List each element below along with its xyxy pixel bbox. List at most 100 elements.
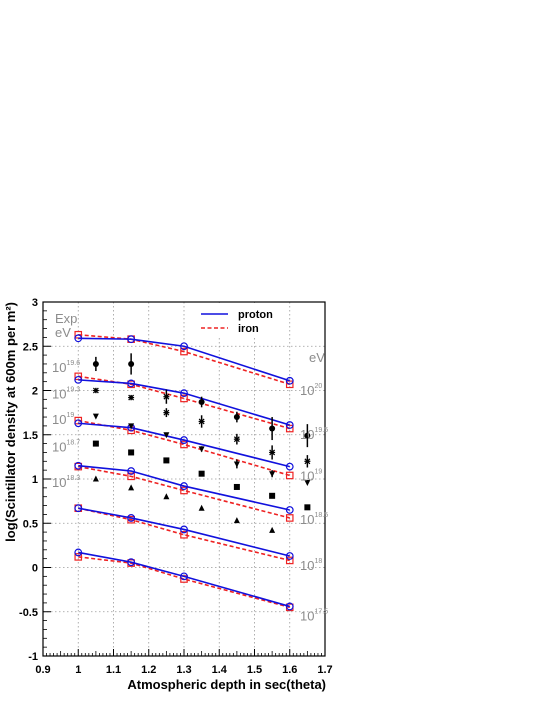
exp-point-triangle-up	[233, 517, 240, 524]
proton-curve-line	[78, 422, 290, 468]
x-tick-label: 1	[75, 664, 81, 676]
sim-energy-label: 1017.5	[300, 608, 328, 623]
y-tick-label: -1	[28, 651, 38, 663]
exp-point-square	[198, 470, 205, 477]
grid	[43, 302, 325, 656]
x-tick-label: 1.3	[176, 664, 191, 676]
iron-curve-marker	[285, 424, 294, 433]
exp-energy-label: 1019.6	[52, 360, 80, 375]
exp-energy-label: 1019.3	[52, 387, 80, 402]
x-tick-label: 1.6	[282, 664, 297, 676]
iron-curve-line	[78, 507, 290, 562]
exp-point-circle	[304, 432, 311, 439]
energy-labels: 1019.6 1019.3 1019 1018.7 1018.3 1020 1019.5 10…	[52, 360, 328, 623]
exp-point-square	[92, 440, 99, 447]
iron-curve-marker	[180, 486, 188, 495]
iron-curve-marker	[285, 556, 294, 565]
exp-point-triangle-up	[269, 526, 276, 533]
proton-curve-marker	[285, 421, 294, 429]
proton-curve-marker	[285, 506, 294, 514]
proton-curve-marker	[180, 482, 188, 490]
proton-curve-marker	[180, 342, 188, 351]
y-tick-label: 1.5	[23, 430, 38, 442]
exp-point-triangle-down	[198, 446, 205, 453]
iron-curve-marker	[74, 330, 83, 339]
y-tick-label: 0.5	[23, 518, 38, 530]
proton-curve-marker	[74, 334, 83, 343]
legend-iron-label: iron	[238, 323, 259, 335]
exp-point-circle	[198, 399, 205, 406]
exp-energy-label: 1018.7	[52, 440, 80, 455]
exp-unit-label: eV	[55, 325, 71, 340]
proton-curve-line	[78, 464, 290, 511]
iron-curve-marker	[180, 530, 188, 539]
iron-curve-marker	[180, 440, 188, 449]
x-tick-label: 1.4	[212, 664, 228, 676]
exp-point-triangle-down	[92, 413, 99, 420]
exp-point-square	[128, 449, 135, 456]
proton-curve-marker	[285, 552, 294, 560]
y-axis-title: log(Scintillator density at 600m per m²)	[3, 302, 18, 542]
iron-curve-marker	[285, 514, 294, 522]
sim-unit-label: eV	[309, 350, 325, 365]
y-tick-label: 0	[32, 563, 38, 575]
proton-curve-marker	[127, 335, 136, 344]
y-tick-label: 3	[32, 297, 38, 309]
proton-curve-line	[78, 551, 290, 608]
legend-box	[196, 303, 286, 337]
exp-point-triangle-down	[304, 480, 311, 487]
x-axis-title: Atmospheric depth in sec(theta)	[127, 677, 326, 692]
exp-point-circle	[269, 425, 276, 432]
iron-curve-marker	[180, 347, 188, 356]
y-tick-label: 2	[32, 386, 38, 398]
proton-curve-marker	[180, 525, 188, 534]
simulation-curves	[74, 330, 294, 612]
iron-curve-marker	[127, 472, 135, 481]
proton-curve-marker	[74, 419, 83, 428]
proton-curve-marker	[74, 461, 83, 470]
exp-point-circle	[233, 414, 240, 421]
proton-curve-marker	[180, 436, 188, 444]
proton-curve-marker	[127, 558, 136, 567]
proton-curve-marker	[285, 602, 294, 611]
x-tick-label: 1.5	[247, 664, 262, 676]
iron-curve-marker	[180, 394, 188, 403]
proton-curve-line	[78, 379, 290, 426]
exp-point-triangle-up	[198, 504, 205, 511]
legend: proton iron	[196, 303, 286, 337]
exp-point-square	[163, 457, 170, 464]
legend-proton-label: proton	[238, 309, 273, 321]
iron-curve-marker	[285, 471, 294, 480]
exp-point-triangle-down	[233, 461, 240, 468]
exp-point-triangle-up	[92, 475, 99, 482]
exp-point-square	[304, 504, 311, 511]
proton-curve-marker	[74, 548, 83, 557]
x-tick-label: 1.2	[141, 664, 156, 676]
y-tick-label: 2.5	[23, 341, 38, 353]
exp-point-triangle-down	[163, 432, 170, 439]
exp-point-circle	[128, 360, 135, 367]
proton-curve-marker	[127, 467, 136, 475]
sim-energy-label: 1018.5	[300, 512, 328, 527]
exp-point-circle	[92, 360, 99, 367]
experimental-points	[92, 353, 311, 533]
axis-ticks: 0.9 1 1.1 1.2 1.3 1.4 1.5 1.6 1.7 -1 -0.5 0 0.5 1 1.5 2…	[19, 297, 333, 676]
iron-curve-marker	[74, 372, 83, 381]
exp-energy-label: 1018.3	[52, 475, 80, 490]
iron-curve-line	[78, 556, 290, 609]
proton-curve-marker	[180, 389, 188, 398]
exp-point-triangle-down	[128, 423, 135, 430]
y-tick-label: -0.5	[19, 607, 38, 619]
exp-point-triangle-up	[163, 493, 170, 500]
exp-point-square	[233, 483, 240, 490]
exp-energy-label: 1019	[52, 412, 74, 427]
sim-energy-label: 1019.5	[300, 427, 328, 442]
proton-curve-marker	[285, 462, 294, 471]
proton-curve-line	[78, 337, 290, 382]
x-tick-label: 1.1	[106, 664, 121, 676]
proton-curve-marker	[74, 504, 83, 513]
iron-curve-line	[78, 465, 290, 519]
proton-curve-marker	[127, 379, 136, 388]
iron-curve-line	[78, 333, 290, 386]
sim-energy-label: 1019	[300, 469, 322, 484]
